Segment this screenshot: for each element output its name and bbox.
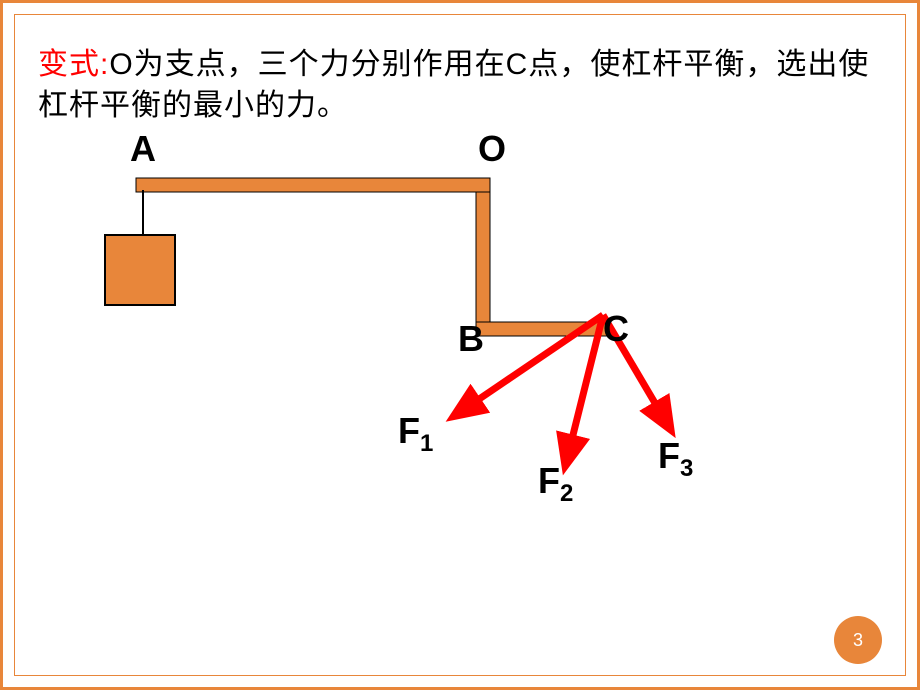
label-C: C xyxy=(603,308,629,350)
question-text: 变式:O为支点，三个力分别作用在C点，使杠杆平衡，选出使杠杆平衡的最小的力。 xyxy=(38,45,882,126)
label-F3-sub: 3 xyxy=(680,455,693,482)
question-body: O为支点，三个力分别作用在C点，使杠杆平衡，选出使杠杆平衡的最小的力。 xyxy=(38,48,869,122)
label-F1: F1 xyxy=(398,410,433,458)
label-F3-main: F xyxy=(658,435,680,476)
label-F2-main: F xyxy=(538,460,560,501)
label-F1-main: F xyxy=(398,410,420,451)
label-O: O xyxy=(478,128,506,170)
question-prefix: 变式: xyxy=(38,48,109,81)
label-F2: F2 xyxy=(538,460,573,508)
label-F2-sub: 2 xyxy=(560,480,573,507)
label-F3: F3 xyxy=(658,435,693,483)
weight-block xyxy=(105,190,175,305)
label-B: B xyxy=(458,318,484,360)
lever-bars xyxy=(136,178,610,336)
label-F1-sub: 1 xyxy=(420,430,433,457)
lever-diagram: A O B C F1 F2 F3 xyxy=(38,130,882,630)
diagram-svg xyxy=(38,130,882,630)
page-number-badge: 3 xyxy=(834,616,882,664)
label-A: A xyxy=(130,128,156,170)
